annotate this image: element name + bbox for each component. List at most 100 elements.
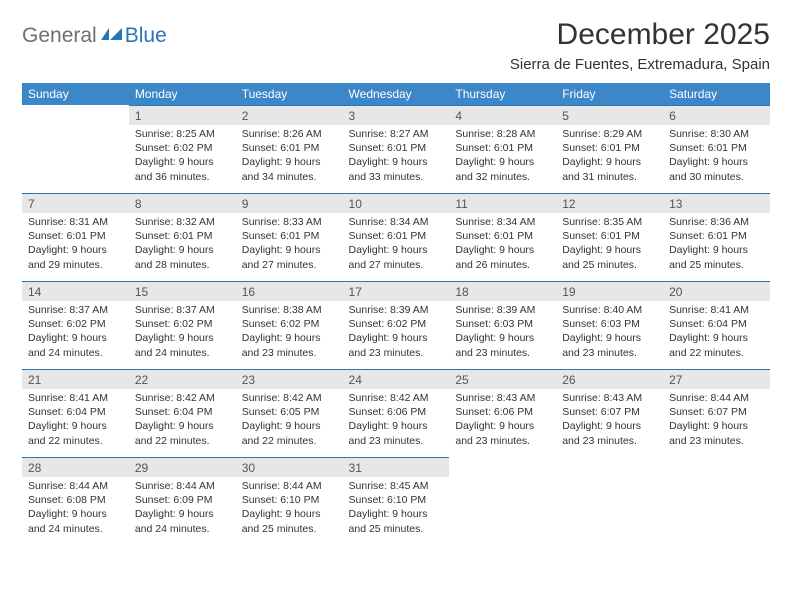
calendar-week-row: 28Sunrise: 8:44 AMSunset: 6:08 PMDayligh…: [22, 457, 770, 545]
detail-line: Sunrise: 8:28 AM: [455, 127, 550, 141]
calendar-cell: 18Sunrise: 8:39 AMSunset: 6:03 PMDayligh…: [449, 281, 556, 369]
day-details: Sunrise: 8:43 AMSunset: 6:07 PMDaylight:…: [556, 389, 663, 452]
logo-mark-icon: [101, 26, 123, 47]
day-details: Sunrise: 8:37 AMSunset: 6:02 PMDaylight:…: [129, 301, 236, 364]
detail-line: Daylight: 9 hours: [28, 507, 123, 521]
detail-line: Sunrise: 8:41 AM: [28, 391, 123, 405]
calendar-cell: 11Sunrise: 8:34 AMSunset: 6:01 PMDayligh…: [449, 193, 556, 281]
detail-line: Daylight: 9 hours: [562, 243, 657, 257]
detail-line: and 27 minutes.: [242, 258, 337, 272]
calendar-cell: 15Sunrise: 8:37 AMSunset: 6:02 PMDayligh…: [129, 281, 236, 369]
detail-line: Daylight: 9 hours: [135, 243, 230, 257]
detail-line: and 22 minutes.: [669, 346, 764, 360]
day-header: Friday: [556, 83, 663, 105]
calendar-cell: 8Sunrise: 8:32 AMSunset: 6:01 PMDaylight…: [129, 193, 236, 281]
day-number: 10: [343, 193, 450, 213]
detail-line: and 23 minutes.: [455, 346, 550, 360]
calendar-cell: 13Sunrise: 8:36 AMSunset: 6:01 PMDayligh…: [663, 193, 770, 281]
detail-line: Sunset: 6:06 PM: [455, 405, 550, 419]
day-details: Sunrise: 8:36 AMSunset: 6:01 PMDaylight:…: [663, 213, 770, 276]
detail-line: and 24 minutes.: [28, 346, 123, 360]
detail-line: Sunset: 6:01 PM: [455, 141, 550, 155]
detail-line: Daylight: 9 hours: [562, 419, 657, 433]
day-number: 4: [449, 105, 556, 125]
day-number: 29: [129, 457, 236, 477]
day-details: Sunrise: 8:42 AMSunset: 6:06 PMDaylight:…: [343, 389, 450, 452]
header: General Blue December 2025 Sierra de Fue…: [22, 18, 770, 73]
detail-line: Sunset: 6:03 PM: [562, 317, 657, 331]
detail-line: and 32 minutes.: [455, 170, 550, 184]
logo-text-general: General: [22, 24, 97, 48]
detail-line: Daylight: 9 hours: [562, 331, 657, 345]
day-number: 9: [236, 193, 343, 213]
detail-line: Sunset: 6:10 PM: [349, 493, 444, 507]
day-details: Sunrise: 8:35 AMSunset: 6:01 PMDaylight:…: [556, 213, 663, 276]
day-number: 22: [129, 369, 236, 389]
day-number: 20: [663, 281, 770, 301]
day-number: 28: [22, 457, 129, 477]
logo-text-blue: Blue: [125, 24, 167, 48]
calendar-cell: [449, 457, 556, 545]
day-number: 5: [556, 105, 663, 125]
detail-line: Daylight: 9 hours: [349, 243, 444, 257]
detail-line: and 24 minutes.: [28, 522, 123, 536]
detail-line: Daylight: 9 hours: [455, 419, 550, 433]
detail-line: Sunset: 6:01 PM: [562, 229, 657, 243]
day-number: 19: [556, 281, 663, 301]
detail-line: Sunset: 6:01 PM: [28, 229, 123, 243]
day-header: Monday: [129, 83, 236, 105]
detail-line: and 23 minutes.: [669, 434, 764, 448]
detail-line: Sunset: 6:01 PM: [562, 141, 657, 155]
day-details: Sunrise: 8:30 AMSunset: 6:01 PMDaylight:…: [663, 125, 770, 188]
detail-line: Sunrise: 8:42 AM: [135, 391, 230, 405]
detail-line: Daylight: 9 hours: [349, 155, 444, 169]
day-header: Thursday: [449, 83, 556, 105]
detail-line: and 23 minutes.: [562, 434, 657, 448]
day-details: Sunrise: 8:34 AMSunset: 6:01 PMDaylight:…: [343, 213, 450, 276]
detail-line: Daylight: 9 hours: [669, 243, 764, 257]
detail-line: Sunrise: 8:27 AM: [349, 127, 444, 141]
calendar-cell: 7Sunrise: 8:31 AMSunset: 6:01 PMDaylight…: [22, 193, 129, 281]
detail-line: Sunrise: 8:34 AM: [455, 215, 550, 229]
day-header: Saturday: [663, 83, 770, 105]
day-details: Sunrise: 8:44 AMSunset: 6:10 PMDaylight:…: [236, 477, 343, 540]
calendar-cell: 9Sunrise: 8:33 AMSunset: 6:01 PMDaylight…: [236, 193, 343, 281]
calendar-cell: 16Sunrise: 8:38 AMSunset: 6:02 PMDayligh…: [236, 281, 343, 369]
calendar-cell: 22Sunrise: 8:42 AMSunset: 6:04 PMDayligh…: [129, 369, 236, 457]
detail-line: Sunrise: 8:44 AM: [28, 479, 123, 493]
detail-line: Sunset: 6:05 PM: [242, 405, 337, 419]
day-details: Sunrise: 8:40 AMSunset: 6:03 PMDaylight:…: [556, 301, 663, 364]
day-details: Sunrise: 8:45 AMSunset: 6:10 PMDaylight:…: [343, 477, 450, 540]
day-number: 13: [663, 193, 770, 213]
detail-line: Sunrise: 8:43 AM: [455, 391, 550, 405]
detail-line: Sunrise: 8:43 AM: [562, 391, 657, 405]
calendar-cell: 24Sunrise: 8:42 AMSunset: 6:06 PMDayligh…: [343, 369, 450, 457]
detail-line: Daylight: 9 hours: [349, 507, 444, 521]
day-number: 27: [663, 369, 770, 389]
calendar-cell: 17Sunrise: 8:39 AMSunset: 6:02 PMDayligh…: [343, 281, 450, 369]
detail-line: Daylight: 9 hours: [242, 507, 337, 521]
day-details: Sunrise: 8:38 AMSunset: 6:02 PMDaylight:…: [236, 301, 343, 364]
day-number: 7: [22, 193, 129, 213]
detail-line: Daylight: 9 hours: [455, 331, 550, 345]
detail-line: Sunrise: 8:42 AM: [242, 391, 337, 405]
day-details: Sunrise: 8:42 AMSunset: 6:05 PMDaylight:…: [236, 389, 343, 452]
day-details: Sunrise: 8:29 AMSunset: 6:01 PMDaylight:…: [556, 125, 663, 188]
day-details: Sunrise: 8:28 AMSunset: 6:01 PMDaylight:…: [449, 125, 556, 188]
calendar-cell: 31Sunrise: 8:45 AMSunset: 6:10 PMDayligh…: [343, 457, 450, 545]
detail-line: Sunrise: 8:34 AM: [349, 215, 444, 229]
detail-line: Daylight: 9 hours: [242, 419, 337, 433]
detail-line: Sunset: 6:01 PM: [242, 229, 337, 243]
calendar-week-row: 7Sunrise: 8:31 AMSunset: 6:01 PMDaylight…: [22, 193, 770, 281]
detail-line: and 22 minutes.: [135, 434, 230, 448]
detail-line: and 23 minutes.: [562, 346, 657, 360]
calendar-cell: 10Sunrise: 8:34 AMSunset: 6:01 PMDayligh…: [343, 193, 450, 281]
detail-line: Sunrise: 8:33 AM: [242, 215, 337, 229]
calendar-cell: 19Sunrise: 8:40 AMSunset: 6:03 PMDayligh…: [556, 281, 663, 369]
calendar-cell: 6Sunrise: 8:30 AMSunset: 6:01 PMDaylight…: [663, 105, 770, 193]
detail-line: Daylight: 9 hours: [135, 331, 230, 345]
detail-line: and 23 minutes.: [455, 434, 550, 448]
detail-line: Sunset: 6:02 PM: [135, 317, 230, 331]
calendar-cell: 30Sunrise: 8:44 AMSunset: 6:10 PMDayligh…: [236, 457, 343, 545]
day-number: 1: [129, 105, 236, 125]
